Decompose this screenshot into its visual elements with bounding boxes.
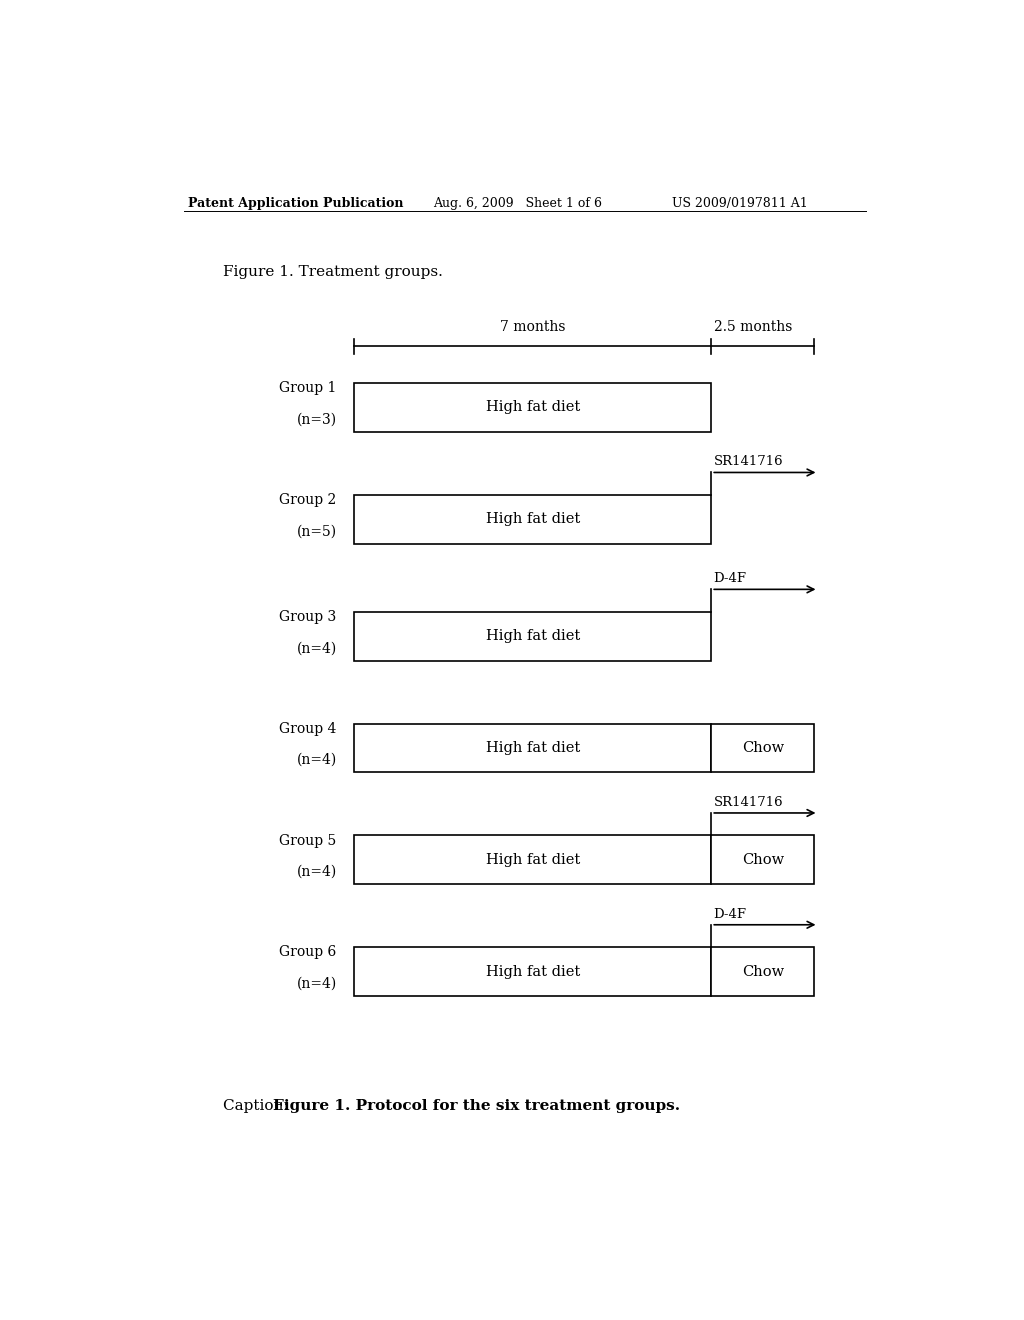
Text: Figure 1. Protocol for the six treatment groups.: Figure 1. Protocol for the six treatment… xyxy=(273,1098,680,1113)
Text: High fat diet: High fat diet xyxy=(485,965,580,978)
Bar xyxy=(354,611,712,660)
Text: SR141716: SR141716 xyxy=(714,455,783,469)
Text: Group 1: Group 1 xyxy=(280,381,337,395)
Text: Chow: Chow xyxy=(741,853,784,867)
Text: Group 3: Group 3 xyxy=(280,610,337,624)
Text: (n=4): (n=4) xyxy=(297,865,337,879)
Text: High fat diet: High fat diet xyxy=(485,400,580,414)
Text: High fat diet: High fat diet xyxy=(485,853,580,867)
Text: Patent Application Publication: Patent Application Publication xyxy=(187,197,403,210)
Text: D-4F: D-4F xyxy=(714,908,746,921)
Text: Caption:: Caption: xyxy=(223,1098,294,1113)
Bar xyxy=(712,836,814,884)
Text: (n=3): (n=3) xyxy=(297,412,337,426)
Bar xyxy=(354,495,712,544)
Bar xyxy=(712,948,814,995)
Text: (n=4): (n=4) xyxy=(297,977,337,990)
Text: High fat diet: High fat diet xyxy=(485,630,580,643)
Text: High fat diet: High fat diet xyxy=(485,741,580,755)
Text: Figure 1. Treatment groups.: Figure 1. Treatment groups. xyxy=(223,265,443,279)
Bar xyxy=(354,836,712,884)
Text: D-4F: D-4F xyxy=(714,573,746,585)
Text: 7 months: 7 months xyxy=(500,321,565,334)
Text: Chow: Chow xyxy=(741,741,784,755)
Bar xyxy=(354,383,712,432)
Bar xyxy=(354,948,712,995)
Text: Group 6: Group 6 xyxy=(280,945,337,960)
Text: Group 5: Group 5 xyxy=(280,833,337,847)
Text: 2.5 months: 2.5 months xyxy=(715,321,793,334)
Bar xyxy=(354,723,712,772)
Text: Group 4: Group 4 xyxy=(280,722,337,735)
Text: US 2009/0197811 A1: US 2009/0197811 A1 xyxy=(672,197,807,210)
Bar xyxy=(712,723,814,772)
Text: (n=4): (n=4) xyxy=(297,642,337,655)
Text: Aug. 6, 2009   Sheet 1 of 6: Aug. 6, 2009 Sheet 1 of 6 xyxy=(433,197,602,210)
Text: Group 2: Group 2 xyxy=(280,494,337,507)
Text: SR141716: SR141716 xyxy=(714,796,783,809)
Text: High fat diet: High fat diet xyxy=(485,512,580,527)
Text: (n=4): (n=4) xyxy=(297,752,337,767)
Text: (n=5): (n=5) xyxy=(297,524,337,539)
Text: Chow: Chow xyxy=(741,965,784,978)
